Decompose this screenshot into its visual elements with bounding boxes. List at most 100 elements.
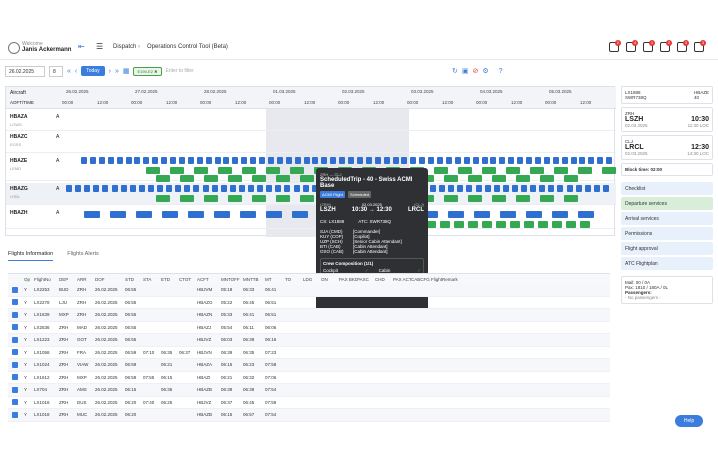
help-icon[interactable]: ? [498,67,503,75]
flight-bar[interactable] [228,175,242,182]
flight-bar[interactable] [578,211,594,218]
flight-bar[interactable] [482,221,492,228]
flight-bar[interactable] [434,167,448,174]
flight-bar[interactable] [204,195,218,202]
next-icon[interactable]: › [108,67,111,75]
column-header[interactable]: MNTTB [243,276,259,282]
flight-bar[interactable] [538,221,548,228]
column-header[interactable]: MT [265,276,272,282]
aircraft-reg[interactable]: HBAZG [10,186,28,192]
flight-bar[interactable] [481,157,488,164]
edit-icon[interactable] [12,299,18,306]
flight-bar[interactable] [552,157,559,164]
flight-bar[interactable] [348,157,354,164]
flight-bar[interactable] [293,185,300,192]
collapse-icon[interactable]: ⇤ [78,42,85,51]
flight-bar[interactable] [129,185,136,192]
flight-bar[interactable] [534,157,541,164]
flight-bar[interactable] [238,185,245,192]
column-header[interactable]: CTOT [179,276,192,282]
flight-bar[interactable] [539,185,546,192]
aircraft-reg[interactable]: HBAZH [10,210,28,216]
table-row[interactable]: Y LX2253 BUD ZRH 26.02.2025 06:55 HBJVM 05:18 06… [8,284,610,297]
prev-icon[interactable]: ‹ [74,67,78,75]
flight-bar[interactable] [136,211,152,218]
column-header[interactable]: FlightNo [34,276,51,282]
edit-icon[interactable] [12,336,18,343]
flight-bar[interactable] [430,185,436,192]
aircraft-reg[interactable]: HBAZA [10,114,28,120]
flight-bar[interactable] [75,185,82,192]
flight-bar[interactable] [196,157,203,164]
flight-bar[interactable] [290,167,304,174]
edit-icon[interactable] [12,374,18,381]
flight-bar[interactable] [500,211,516,218]
flight-bar[interactable] [422,211,438,218]
flight-bar[interactable] [472,157,479,164]
date-input[interactable]: 26.02.2025 [5,65,45,77]
flight-bar[interactable] [228,195,242,202]
flight-bar[interactable] [570,157,577,164]
aircraft-type-chip[interactable]: E190-E2 ✖ [133,66,162,76]
flight-bar[interactable] [178,157,185,164]
flight-bar[interactable] [516,175,530,182]
flight-bar[interactable] [383,157,390,164]
alert-icon[interactable]: 3 [677,40,689,52]
flight-bar[interactable] [266,211,282,218]
flight-bar[interactable] [257,185,264,192]
flight-bar[interactable] [193,185,200,192]
flight-bar[interactable] [506,167,520,174]
flight-bar[interactable] [166,185,173,192]
flight-bar[interactable] [259,157,265,164]
flight-bar[interactable] [561,157,568,164]
action-item[interactable]: ATC Flightplan [621,257,713,270]
flight-bar[interactable] [110,211,126,218]
flight-bar[interactable] [170,157,176,164]
flight-bar[interactable] [98,157,105,164]
save-icon[interactable]: ▣ [461,68,469,75]
flight-bar[interactable] [180,175,194,182]
flight-bar[interactable] [89,157,96,164]
calendar-icon[interactable]: ▦ [122,68,130,75]
flight-bar[interactable] [276,195,290,202]
flight-bar[interactable] [138,185,145,192]
flight-bar[interactable] [445,157,452,164]
column-header[interactable]: PAX ACT [393,276,411,282]
flight-bar[interactable] [439,185,446,192]
filter-input[interactable]: Enter to filter [165,68,194,74]
column-header[interactable]: ETD [161,276,170,282]
flight-bar[interactable] [540,175,554,182]
column-header[interactable]: Op [24,276,31,282]
flight-bar[interactable] [162,211,178,218]
flight-bar[interactable] [492,175,506,182]
flight-bar[interactable] [468,175,482,182]
flight-bar[interactable] [496,221,506,228]
flight-bar[interactable] [490,157,497,164]
flight-bar[interactable] [437,157,443,164]
flight-bar[interactable] [499,157,506,164]
flight-bar[interactable] [252,195,266,202]
action-item[interactable]: Checklist [621,182,713,195]
tasks-icon[interactable]: 2 [660,40,672,52]
edit-icon[interactable] [12,399,18,406]
flight-bar[interactable] [303,157,310,164]
info-icon[interactable]: 2 [609,40,621,52]
aircraft-row[interactable] [6,131,616,153]
flight-bar[interactable] [475,185,482,192]
flight-bar[interactable] [440,221,450,228]
column-header[interactable]: CABCFG [411,276,430,282]
flight-bar[interactable] [229,185,236,192]
flight-bar[interactable] [339,157,346,164]
flight-bar[interactable] [157,185,163,192]
flight-bar[interactable] [161,157,168,164]
table-row[interactable]: Y LX2278 LJU ZRH 26.02.2025 06:55 HBAZG 05:22 06… [8,297,610,309]
prev-prev-icon[interactable]: « [67,67,71,75]
flight-bar[interactable] [526,157,532,164]
table-row[interactable]: Y LX1639 MXP ZRH 26.02.2025 06:55 HBAZN 05:33 06… [8,309,610,322]
table-row[interactable]: Y LX704 ZRH AMS 26.02.2025 06:15 06:35 HBAZB 06:… [8,384,610,397]
flight-bar[interactable] [524,221,534,228]
flight-bar[interactable] [81,157,87,164]
flight-bar[interactable] [146,167,160,174]
flight-bar[interactable] [300,175,314,182]
column-header[interactable]: CHD [375,276,385,282]
